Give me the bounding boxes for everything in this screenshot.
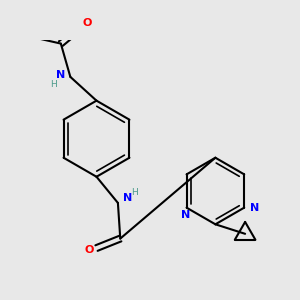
Text: N: N	[123, 193, 132, 203]
Text: H: H	[131, 188, 138, 197]
Text: N: N	[181, 210, 190, 220]
Text: H: H	[50, 80, 57, 88]
Text: N: N	[56, 70, 66, 80]
Text: O: O	[82, 18, 92, 28]
Text: O: O	[85, 245, 94, 256]
Text: N: N	[250, 203, 260, 213]
